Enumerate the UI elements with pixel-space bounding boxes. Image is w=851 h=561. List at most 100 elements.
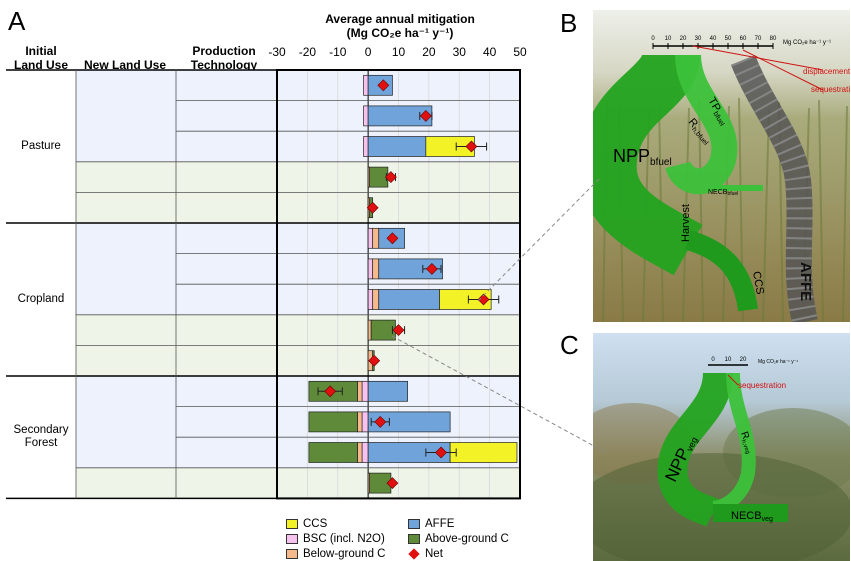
scale-tick-label: 20 — [680, 36, 687, 42]
scale-tick-label: 30 — [695, 36, 702, 42]
new-land-use-background — [76, 467, 176, 499]
x-tick-label: 50 — [513, 45, 527, 59]
scale-tick-label: 10 — [665, 36, 672, 42]
net-marker — [392, 324, 405, 337]
bar-segment — [367, 411, 451, 433]
x-tick-label: 0 — [365, 45, 372, 59]
net-marker — [386, 232, 399, 245]
net-marker — [377, 79, 390, 92]
scale-tick-label: 50 — [725, 36, 732, 42]
npp-bfuel-label: NPPbfuel — [613, 146, 672, 168]
scale-unit-b: Mg CO₂e ha⁻¹ y⁻¹ — [783, 40, 831, 46]
bar-segment — [367, 380, 408, 402]
scale-tick-label: 70 — [755, 36, 762, 42]
scale-unit-c: Mg CO₂e ha⁻¹ y⁻¹ — [758, 359, 798, 365]
net-marker — [366, 201, 379, 214]
row-background — [176, 70, 520, 101]
net-marker — [384, 171, 397, 184]
affe-flow-label: AFFE — [797, 262, 814, 301]
initial-land-use-label: Secondary Forest — [13, 424, 69, 450]
row-background — [176, 223, 520, 254]
legend-item: Below-ground C — [286, 548, 385, 560]
initial-land-use-label: Pasture — [21, 140, 61, 152]
necb-veg-text: NECB — [731, 510, 762, 522]
legend-swatch — [408, 534, 420, 544]
scale-tick-label: 10 — [725, 357, 732, 363]
legend-item: BSC (incl. N2O) — [286, 533, 385, 545]
x-tick-label: 40 — [483, 45, 497, 59]
necb-subscript: bfuel — [727, 191, 738, 197]
npp-subscript: bfuel — [650, 157, 672, 168]
new-land-use-background — [76, 192, 176, 223]
row-background — [176, 314, 520, 346]
connector-b — [477, 177, 601, 302]
row-background — [176, 161, 520, 193]
net-marker — [368, 354, 381, 367]
net-marker — [374, 415, 387, 428]
bar-segment — [308, 411, 358, 433]
displacement-label: displacement — [803, 67, 850, 76]
sequestration-label-c: sequestration — [738, 381, 786, 390]
rh-veg-subscript: h,veg — [740, 439, 751, 455]
scale-tick-label: 40 — [710, 36, 717, 42]
legend-swatch — [286, 549, 298, 559]
rh-veg-text: R — [738, 430, 751, 441]
legend-swatch — [286, 534, 298, 544]
harvest-label: Harvest — [680, 204, 692, 242]
net-marker — [419, 109, 432, 122]
production-technology-header: Production Technology — [190, 44, 258, 72]
new-land-use-background — [76, 345, 176, 376]
new-land-use-header: New Land Use — [83, 58, 167, 72]
axis-title-line2: (Mg CO₂e ha⁻¹ y⁻¹) — [346, 26, 454, 40]
legend-label: Below-ground C — [303, 548, 386, 560]
scale-tick-label: 80 — [770, 36, 777, 42]
legend-label: BSC (incl. N2O) — [303, 533, 385, 545]
x-tick-label: 10 — [392, 45, 406, 59]
new-land-use-background — [76, 70, 176, 162]
x-tick-label: 30 — [453, 45, 467, 59]
legend-label: Net — [425, 548, 443, 560]
x-tick-label: 20 — [422, 45, 436, 59]
x-tick-label: -20 — [299, 45, 317, 59]
connector-c — [391, 335, 606, 453]
bar-segment — [308, 442, 358, 463]
necb-veg-label: NECBveg — [731, 510, 773, 523]
panel-b-letter: B — [560, 8, 578, 38]
necb-bfuel-label: NECBbfuel — [708, 189, 738, 197]
net-marker — [386, 477, 399, 490]
scale-tick-label: 0 — [711, 357, 715, 363]
legend-item: CCS — [286, 518, 327, 530]
new-land-use-background — [76, 223, 176, 315]
panel-c-illustration: 0 10 20 Mg CO₂e ha⁻¹ y⁻¹ sequestration NPP… — [593, 333, 850, 561]
row-background — [176, 345, 520, 376]
axis-title: Average annual mitigation (Mg CO₂e ha⁻¹ … — [300, 12, 500, 40]
ccs-flow-label: CCS — [750, 270, 766, 295]
axis-title-line1: Average annual mitigation — [325, 12, 475, 26]
row-background — [176, 467, 520, 499]
net-marker — [425, 262, 438, 275]
new-land-use-background — [76, 161, 176, 193]
panel-c-letter: C — [560, 330, 579, 360]
scale-tick-label: 60 — [740, 36, 747, 42]
switchgrass-field-photo: 0 10 20 30 40 50 60 70 80 Mg CO₂e ha⁻¹ y⁻¹ displ… — [593, 10, 850, 322]
legend-swatch — [408, 519, 420, 529]
rh-veg-label: Rh,veg — [737, 430, 756, 455]
new-land-use-background — [76, 314, 176, 346]
plot-frame — [276, 69, 521, 500]
new-land-use-background — [76, 376, 176, 468]
legend-item: Net — [408, 548, 443, 560]
legend-item: AFFE — [408, 518, 454, 530]
panel-b-illustration: 0 10 20 30 40 50 60 70 80 Mg CO₂e ha⁻¹ y⁻¹ displ… — [593, 10, 850, 322]
legend-label: Above-ground C — [425, 533, 509, 545]
necb-veg-subscript: veg — [762, 516, 773, 523]
scale-tick-label: 0 — [651, 36, 655, 42]
legend-swatch — [286, 519, 298, 529]
scale-tick-label: 20 — [740, 357, 747, 363]
initial-land-use-header: Initial Land Use — [13, 44, 68, 72]
x-tick-label: -10 — [329, 45, 347, 59]
net-marker — [324, 385, 337, 398]
legend-item: Above-ground C — [408, 533, 509, 545]
legend-label: AFFE — [425, 518, 455, 530]
